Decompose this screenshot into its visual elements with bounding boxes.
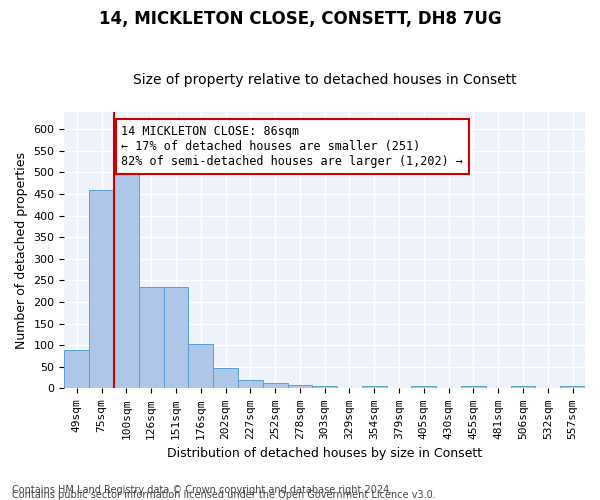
Bar: [511, 386, 535, 388]
X-axis label: Distribution of detached houses by size in Consett: Distribution of detached houses by size …: [167, 447, 482, 460]
Bar: [64, 350, 89, 389]
Bar: [560, 386, 585, 388]
Bar: [114, 172, 139, 388]
Text: 14, MICKLETON CLOSE, CONSETT, DH8 7UG: 14, MICKLETON CLOSE, CONSETT, DH8 7UG: [98, 10, 502, 28]
Bar: [188, 344, 213, 389]
Bar: [164, 287, 188, 388]
Bar: [263, 383, 287, 388]
Bar: [238, 380, 263, 388]
Bar: [412, 386, 436, 388]
Bar: [287, 385, 313, 388]
Text: Contains public sector information licensed under the Open Government Licence v3: Contains public sector information licen…: [12, 490, 436, 500]
Text: Contains HM Land Registry data © Crown copyright and database right 2024.: Contains HM Land Registry data © Crown c…: [12, 485, 392, 495]
Bar: [362, 386, 386, 388]
Bar: [213, 368, 238, 388]
Bar: [139, 287, 164, 388]
Bar: [313, 386, 337, 388]
Title: Size of property relative to detached houses in Consett: Size of property relative to detached ho…: [133, 73, 517, 87]
Text: 14 MICKLETON CLOSE: 86sqm
← 17% of detached houses are smaller (251)
82% of semi: 14 MICKLETON CLOSE: 86sqm ← 17% of detac…: [121, 124, 463, 168]
Y-axis label: Number of detached properties: Number of detached properties: [15, 152, 28, 348]
Bar: [461, 386, 486, 388]
Bar: [89, 190, 114, 388]
